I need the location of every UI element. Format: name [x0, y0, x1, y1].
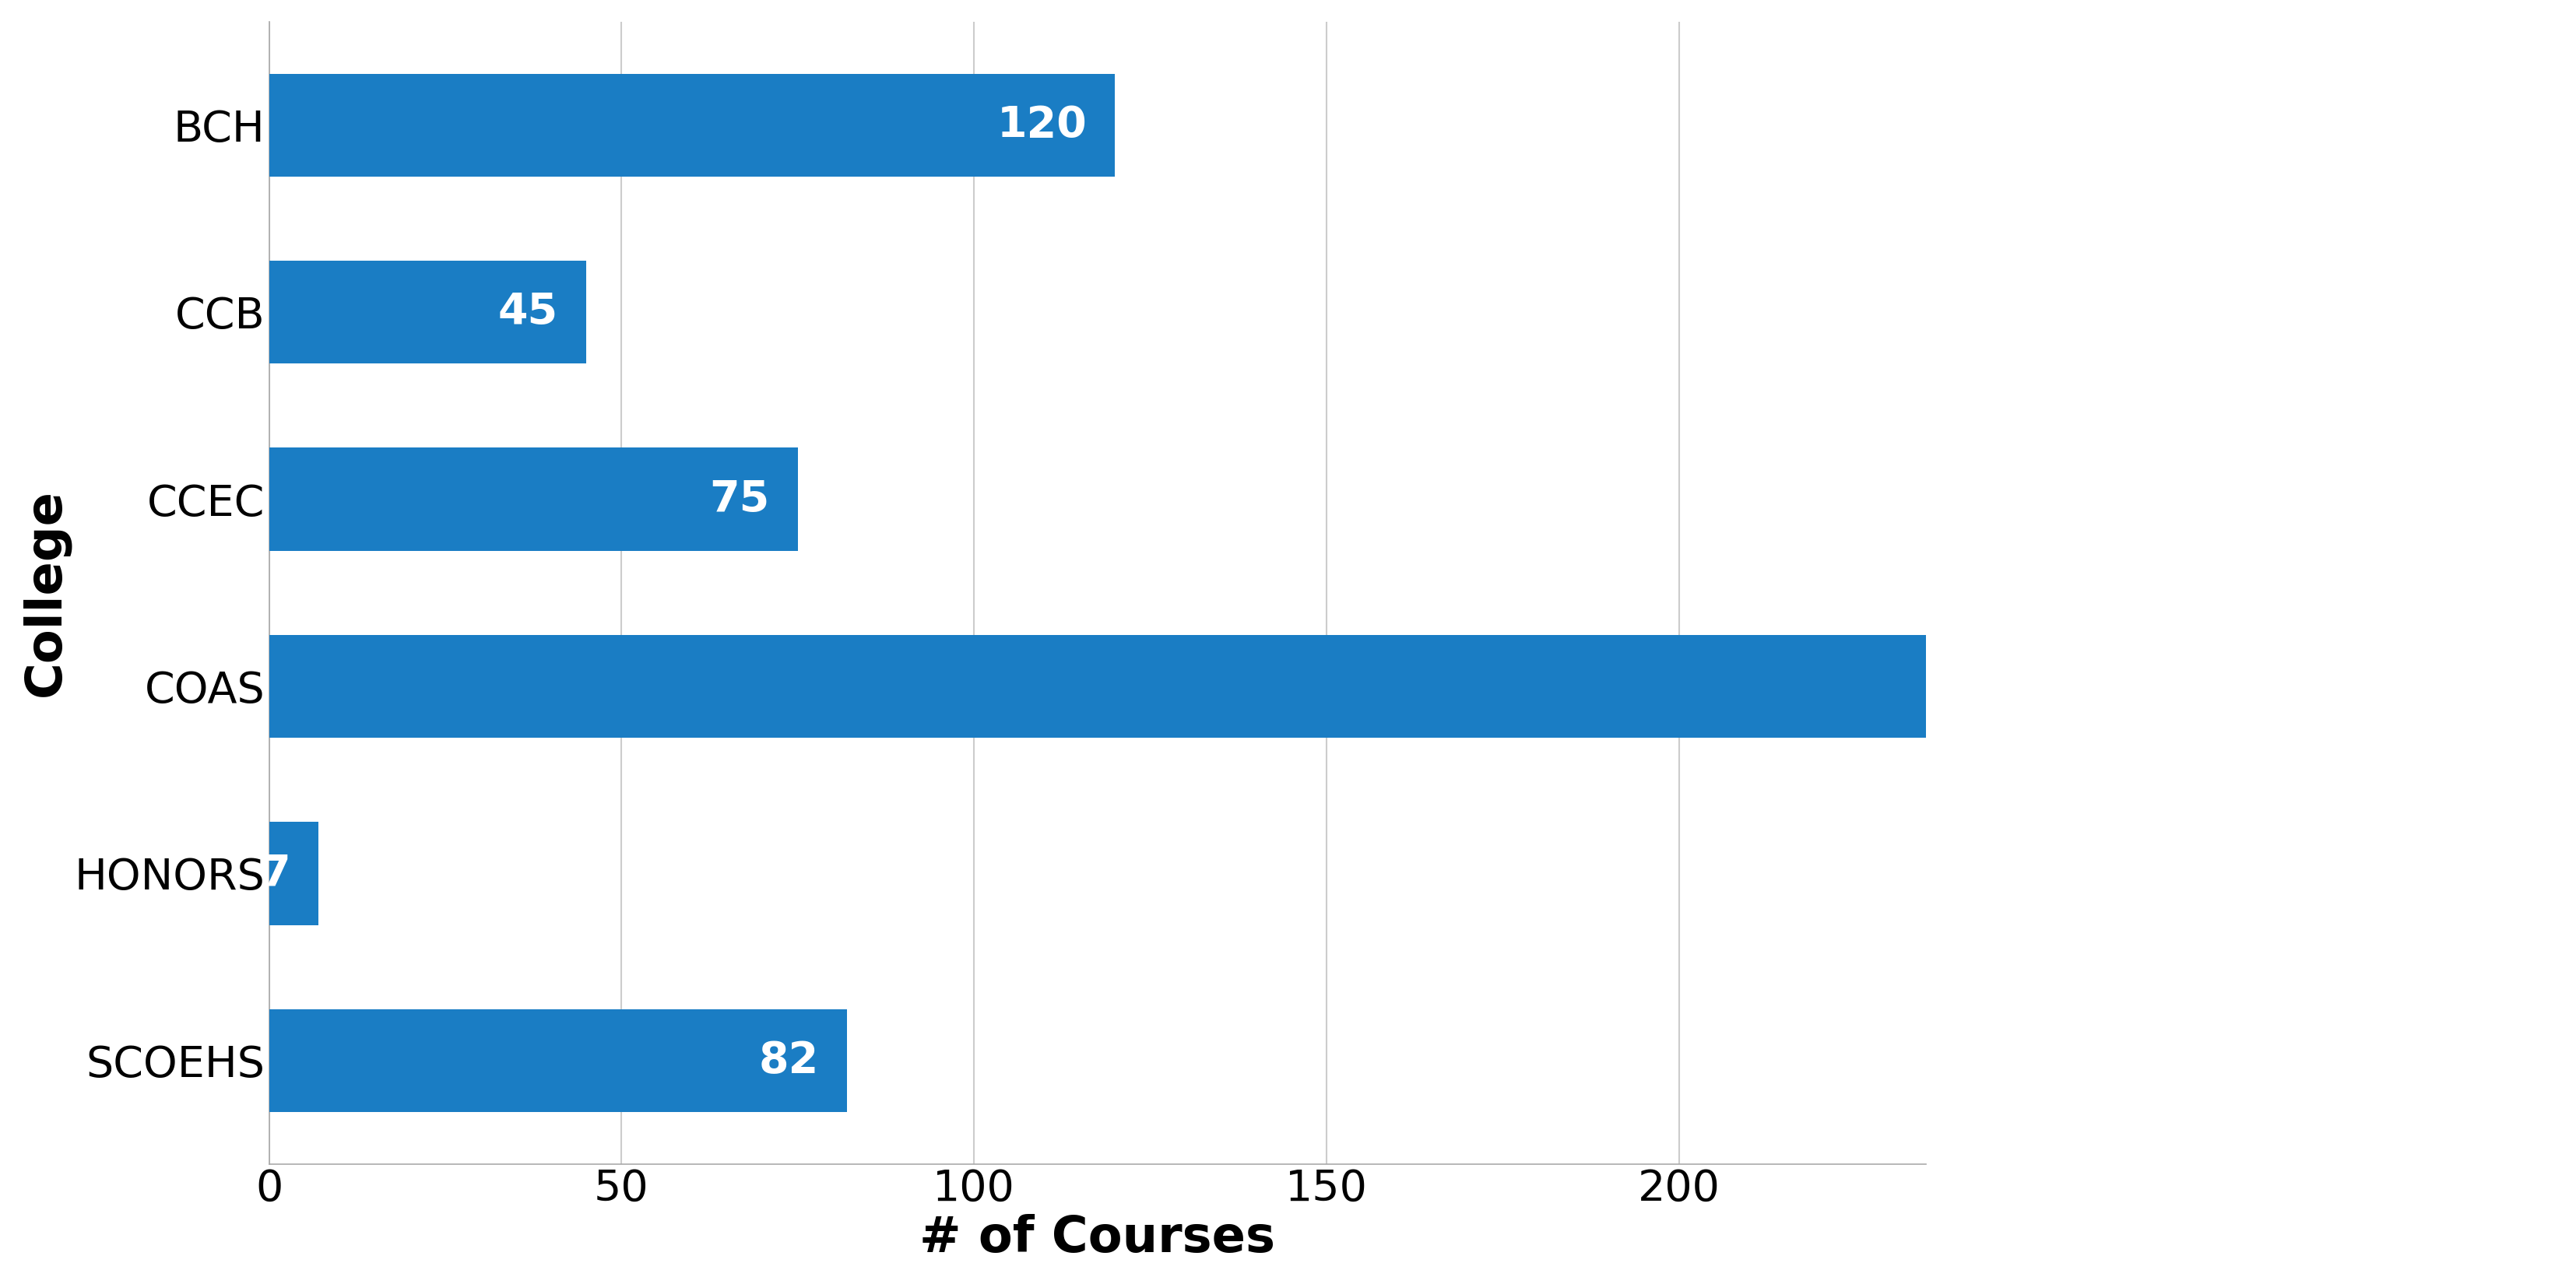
Bar	[268, 1009, 848, 1112]
Text: 45: 45	[497, 291, 559, 333]
Text: 120: 120	[997, 104, 1087, 146]
Y-axis label: College: College	[21, 489, 70, 697]
Text: 7: 7	[260, 853, 291, 895]
Text: 75: 75	[708, 478, 770, 520]
Bar	[268, 73, 1115, 176]
Bar	[268, 448, 799, 551]
Bar	[268, 261, 587, 363]
Bar	[268, 634, 2476, 738]
Text: 313: 313	[2357, 665, 2447, 707]
X-axis label: # of Courses: # of Courses	[920, 1215, 1275, 1262]
Text: 82: 82	[760, 1040, 819, 1081]
Bar	[268, 822, 319, 924]
